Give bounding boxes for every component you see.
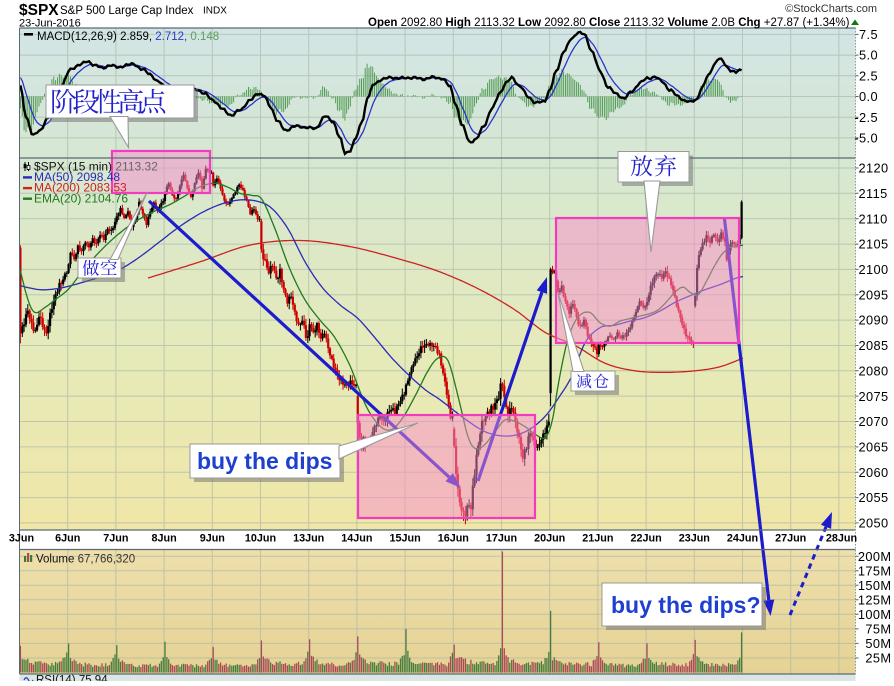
svg-text:9Jun: 9Jun	[200, 533, 225, 545]
svg-text:8Jun: 8Jun	[151, 533, 176, 545]
svg-text:24Jun: 24Jun	[727, 533, 758, 545]
svg-text:10Jun: 10Jun	[245, 533, 276, 545]
svg-text:28Jun: 28Jun	[826, 533, 857, 545]
svg-text:INDX: INDX	[203, 6, 227, 17]
svg-text:23-Jun-2016: 23-Jun-2016	[19, 18, 81, 30]
svg-text:25M: 25M	[865, 651, 891, 666]
svg-text:50M: 50M	[865, 636, 891, 651]
svg-text:S&P 500 Large Cap Index: S&P 500 Large Cap Index	[60, 5, 194, 17]
svg-text:6Jun: 6Jun	[55, 533, 80, 545]
svg-text:EMA(20) 2104.76: EMA(20) 2104.76	[34, 191, 128, 205]
svg-text:2085: 2085	[859, 338, 889, 353]
svg-text:Open 2092.80 High 2113.32 Low: Open 2092.80 High 2113.32 Low 2092.80 Cl…	[368, 17, 850, 29]
svg-text:2090: 2090	[859, 313, 889, 328]
svg-text:16Jun: 16Jun	[438, 533, 469, 545]
svg-text:-5.0: -5.0	[854, 131, 878, 146]
svg-text:21Jun: 21Jun	[582, 533, 613, 545]
svg-text:2065: 2065	[859, 439, 889, 454]
svg-text:5.0: 5.0	[859, 48, 878, 63]
svg-text:-2.5: -2.5	[854, 110, 878, 125]
svg-text:3Jun: 3Jun	[9, 533, 34, 545]
svg-text:©StockCharts.com: ©StockCharts.com	[785, 3, 877, 15]
svg-text:7.5: 7.5	[859, 27, 878, 42]
svg-text:2.5: 2.5	[859, 68, 878, 83]
svg-text:2110: 2110	[859, 211, 888, 226]
svg-text:13Jun: 13Jun	[293, 533, 324, 545]
svg-text:2115: 2115	[859, 186, 888, 201]
svg-text:7Jun: 7Jun	[103, 533, 128, 545]
svg-text:22Jun: 22Jun	[630, 533, 661, 545]
svg-text:2060: 2060	[859, 465, 889, 480]
svg-text:15Jun: 15Jun	[389, 533, 420, 545]
svg-text:27Jun: 27Jun	[775, 533, 806, 545]
svg-text:2050: 2050	[859, 516, 889, 531]
svg-text:buy the dips?: buy the dips?	[611, 592, 761, 618]
svg-text:2105: 2105	[859, 237, 889, 252]
svg-text:0.0: 0.0	[859, 89, 878, 104]
svg-text:20Jun: 20Jun	[534, 533, 565, 545]
svg-text:buy the dips: buy the dips	[197, 448, 332, 474]
svg-text:17Jun: 17Jun	[486, 533, 517, 545]
svg-text:Volume 67,766,320: Volume 67,766,320	[36, 554, 135, 566]
svg-text:2080: 2080	[859, 363, 889, 378]
svg-text:MA(200) 2083.53: MA(200) 2083.53	[34, 181, 127, 195]
svg-text:150M: 150M	[858, 578, 892, 593]
svg-text:75M: 75M	[865, 621, 891, 636]
svg-text:RSI(14) 75.94: RSI(14) 75.94	[36, 675, 108, 682]
svg-text:14Jun: 14Jun	[341, 533, 372, 545]
svg-text:2055: 2055	[859, 490, 889, 505]
svg-text:2100: 2100	[859, 262, 889, 277]
svg-text:2095: 2095	[859, 287, 889, 302]
svg-text:MACD(12,26,9) 2.859, 2.712, 0.: MACD(12,26,9) 2.859, 2.712, 0.148	[37, 31, 219, 43]
svg-text:100M: 100M	[858, 607, 892, 622]
svg-text:200M: 200M	[858, 549, 892, 564]
svg-text:2070: 2070	[859, 414, 889, 429]
svg-text:23Jun: 23Jun	[679, 533, 710, 545]
svg-text:$SPX: $SPX	[19, 2, 59, 19]
svg-text:2075: 2075	[859, 389, 889, 404]
svg-text:MA(50) 2098.48: MA(50) 2098.48	[34, 170, 120, 184]
svg-text:175M: 175M	[858, 563, 892, 578]
svg-text:2120: 2120	[859, 161, 889, 176]
svg-text:125M: 125M	[858, 592, 892, 607]
svg-text:$SPX (15 min) 2113.32: $SPX (15 min) 2113.32	[34, 160, 158, 174]
